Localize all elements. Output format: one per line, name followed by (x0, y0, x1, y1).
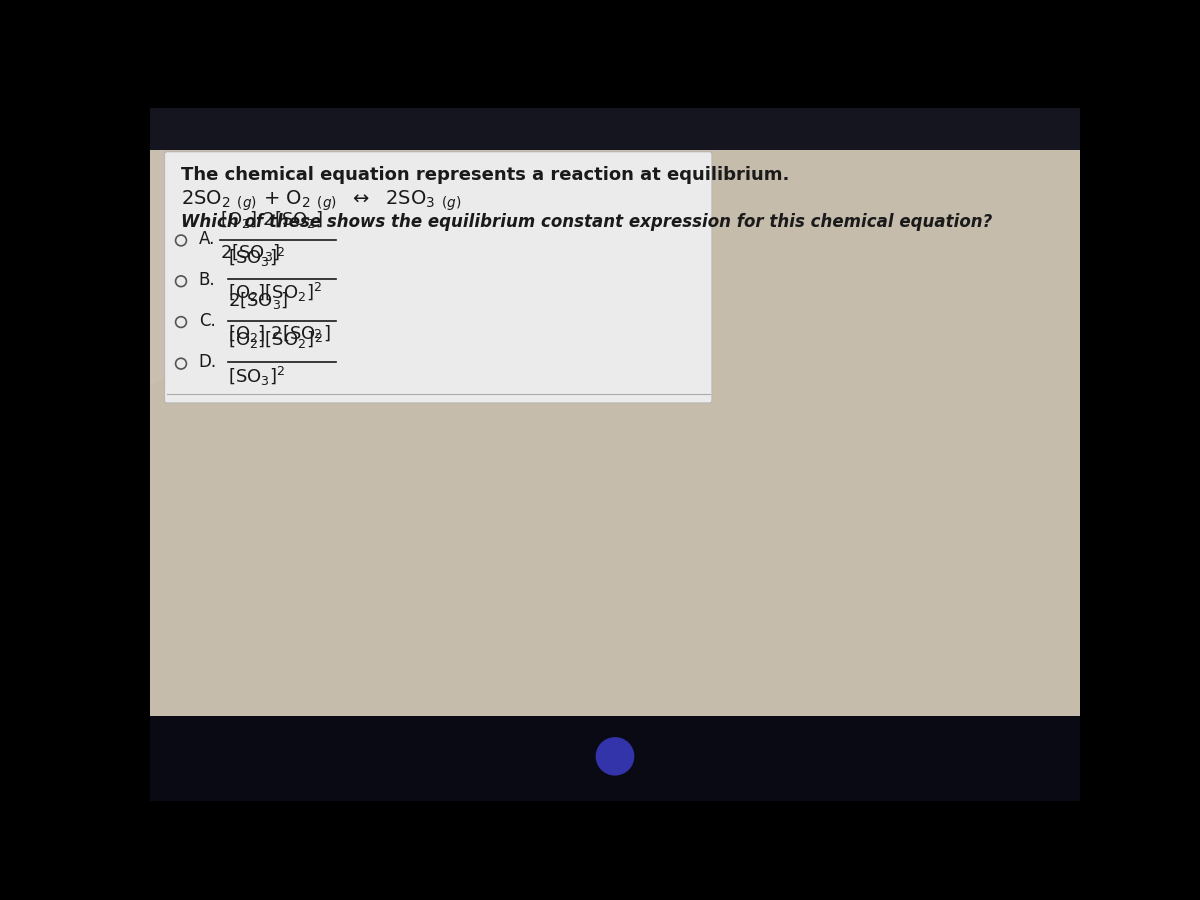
Text: C.: C. (199, 311, 216, 329)
Text: 2SO$_2$ $_{(g)}$ + O$_2$ $_{(g)}$  $\leftrightarrow$  2SO$_3$ $_{(g)}$: 2SO$_2$ $_{(g)}$ + O$_2$ $_{(g)}$ $\left… (181, 189, 462, 213)
Polygon shape (150, 150, 1080, 716)
Text: A.: A. (199, 230, 215, 248)
Polygon shape (150, 108, 1080, 150)
Polygon shape (150, 150, 692, 385)
Text: D.: D. (199, 353, 217, 371)
Text: $[\mathrm{O_2}][\mathrm{SO_2}]^2$: $[\mathrm{O_2}][\mathrm{SO_2}]^2$ (228, 281, 322, 304)
Text: $2[\mathrm{SO_3}]$: $2[\mathrm{SO_3}]$ (228, 290, 288, 310)
Text: $[\mathrm{O_2}][\mathrm{SO_2}]^2$: $[\mathrm{O_2}][\mathrm{SO_2}]^2$ (228, 328, 322, 351)
Text: $[\mathrm{SO_3}]^2$: $[\mathrm{SO_3}]^2$ (228, 364, 284, 388)
Text: $[\mathrm{SO_3}]^2$: $[\mathrm{SO_3}]^2$ (228, 246, 284, 269)
Text: B.: B. (199, 271, 216, 289)
Circle shape (595, 737, 635, 776)
Text: The chemical equation represents a reaction at equilibrium.: The chemical equation represents a react… (181, 166, 790, 184)
Text: $2[\mathrm{SO_3}]$: $2[\mathrm{SO_3}]$ (220, 242, 280, 263)
FancyBboxPatch shape (164, 152, 712, 403)
Text: Which of these shows the equilibrium constant expression for this chemical equat: Which of these shows the equilibrium con… (181, 213, 992, 231)
Text: $[\mathrm{O_2}]\ 2[\mathrm{SO_2}]$: $[\mathrm{O_2}]\ 2[\mathrm{SO_2}]$ (220, 209, 323, 230)
Polygon shape (150, 716, 1080, 801)
Text: $[\mathrm{O_2}]\ 2[\mathrm{SO_2}]$: $[\mathrm{O_2}]\ 2[\mathrm{SO_2}]$ (228, 323, 330, 344)
